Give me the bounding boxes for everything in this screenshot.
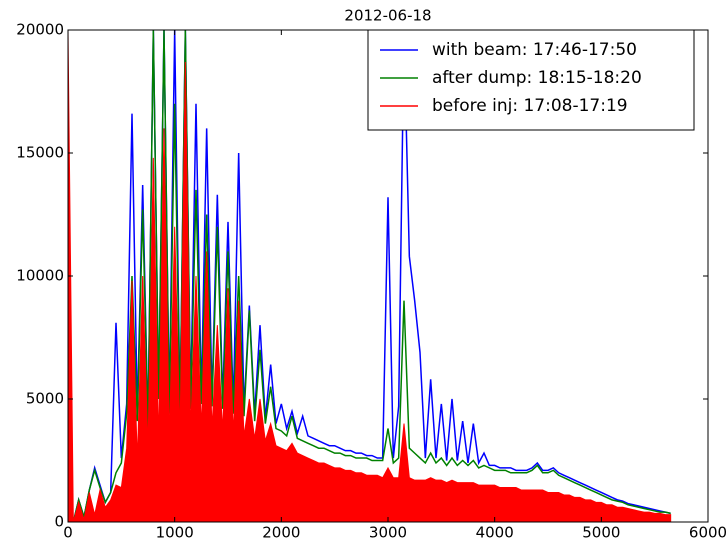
legend-label: after dump: 18:15-18:20 — [432, 68, 642, 88]
series-area — [68, 30, 672, 522]
x-tick-label: 2000 — [262, 524, 300, 542]
x-tick-label: 3000 — [369, 524, 407, 542]
legend-label: with beam: 17:46-17:50 — [432, 40, 637, 60]
marks — [68, 30, 672, 522]
chart-title: 2012-06-18 — [344, 7, 431, 25]
x-tick-label: 6000 — [689, 524, 726, 542]
legend: with beam: 17:46-17:50 after dump: 18:15-… — [367, 29, 695, 131]
legend-box — [367, 29, 695, 131]
x-tick-label: 4000 — [476, 524, 514, 542]
y-tick-label: 5000 — [26, 390, 64, 408]
x-tick-label: 1000 — [156, 524, 194, 542]
x-tick-label: 5000 — [582, 524, 620, 542]
y-tick-label: 0 — [54, 513, 64, 531]
x-tick-label: 0 — [63, 524, 73, 542]
series-line — [68, 30, 671, 522]
legend-label: before inj: 17:08-17:19 — [432, 96, 628, 116]
y-tick-label: 15000 — [16, 144, 64, 162]
y-tick-label: 10000 — [16, 267, 64, 285]
axes: 0 1000 2000 3000 4000 5000 6000 0 5000 10000 15000… — [16, 21, 726, 542]
y-tick-label: 20000 — [16, 21, 64, 39]
